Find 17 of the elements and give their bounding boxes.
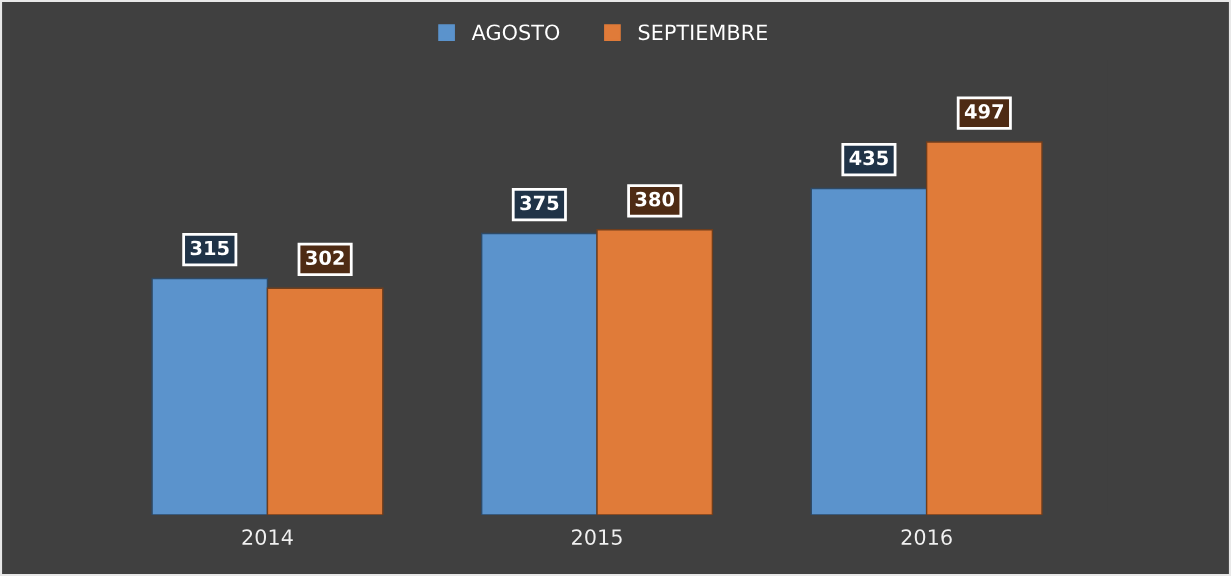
x-tick-label: 2016 (901, 529, 952, 545)
data-label: 315 (190, 240, 229, 256)
bar (480, 232, 598, 515)
data-label: 497 (964, 104, 1004, 119)
data-label: 380 (635, 191, 675, 207)
legend-label: AGOSTO (471, 24, 560, 41)
data-label: 435 (849, 150, 888, 166)
data-label: 302 (306, 250, 344, 266)
x-tick-label: 2014 (242, 529, 293, 545)
bar (810, 187, 928, 515)
x-tick-label: 2015 (572, 529, 622, 545)
data-label: 375 (520, 195, 559, 211)
bar (925, 141, 1043, 515)
bar (596, 229, 714, 515)
legend-label: SEPTIEMBRE (638, 24, 767, 41)
bar (266, 287, 384, 515)
bar (151, 277, 269, 515)
